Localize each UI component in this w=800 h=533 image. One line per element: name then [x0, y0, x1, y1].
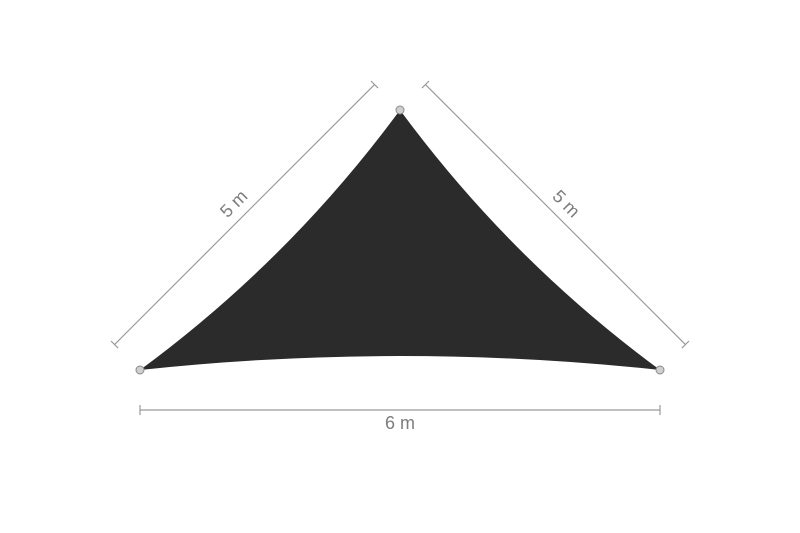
dimension-label-left: 5 m [216, 186, 251, 221]
dimension-label-bottom: 6 m [385, 413, 415, 433]
corner-ring-apex [396, 106, 404, 114]
corner-ring-left [136, 366, 144, 374]
dimension-bottom: 6 m [140, 405, 660, 433]
dimension-label-right: 5 m [549, 186, 584, 221]
corner-ring-right [656, 366, 664, 374]
shade-sail-shape [140, 110, 660, 370]
